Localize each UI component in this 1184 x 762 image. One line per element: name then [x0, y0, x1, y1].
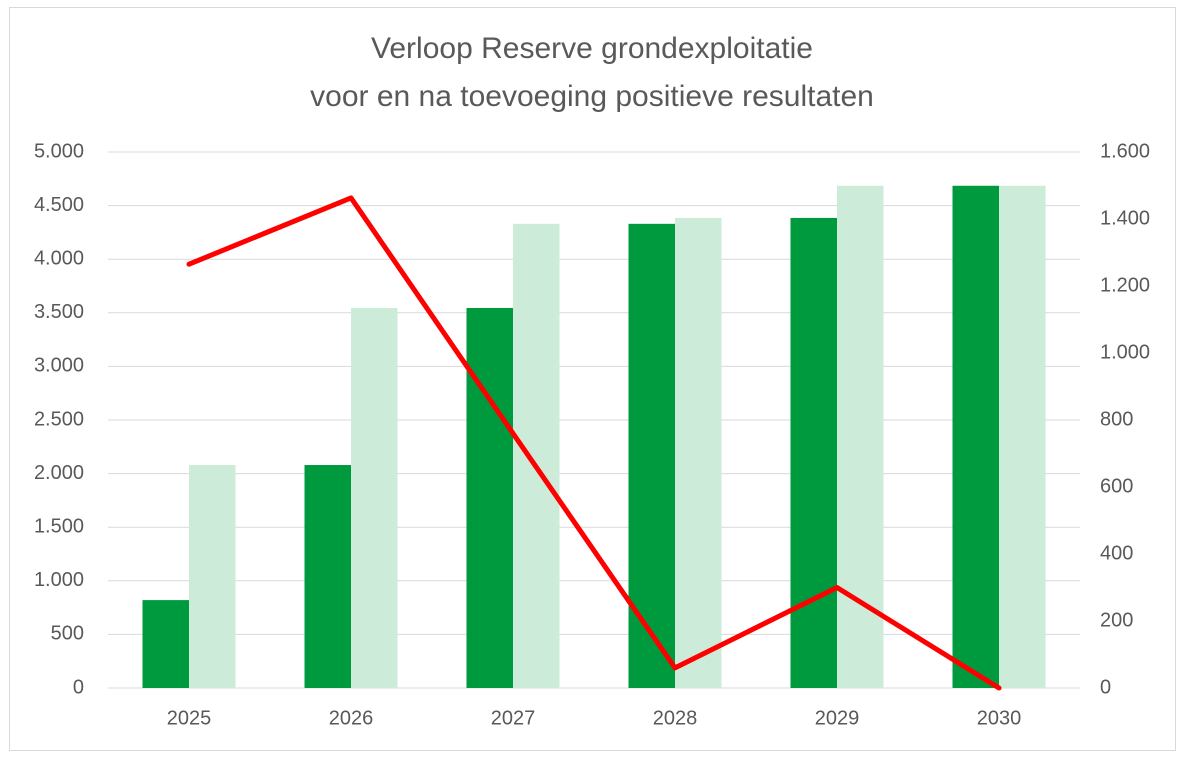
- x-tick-label: 2030: [977, 707, 1022, 729]
- y2-tick-label: 1.000: [1100, 341, 1150, 363]
- y2-tick-label: 1.600: [1100, 140, 1150, 162]
- bar: [628, 223, 675, 688]
- bar: [513, 223, 560, 688]
- bar: [999, 185, 1046, 688]
- y-tick-label: 4.000: [34, 247, 84, 269]
- bar: [304, 465, 351, 688]
- y2-tick-label: 800: [1100, 408, 1133, 430]
- chart-title: Verloop Reserve grondexploitatie: [371, 32, 813, 65]
- y2-tick-label: 200: [1100, 609, 1133, 631]
- y-tick-label: 3.500: [34, 301, 84, 323]
- bar: [675, 217, 722, 689]
- x-tick-label: 2026: [329, 707, 374, 729]
- x-tick-label: 2025: [167, 707, 212, 729]
- y-tick-label: 3.000: [34, 355, 84, 377]
- bar: [952, 185, 999, 688]
- y-tick-label: 500: [51, 623, 84, 645]
- bar: [189, 465, 236, 688]
- x-tick-label: 2028: [653, 707, 698, 729]
- x-tick-label: 2027: [491, 707, 536, 729]
- y2-tick-label: 0: [1100, 676, 1111, 698]
- y2-tick-label: 600: [1100, 475, 1133, 497]
- bar: [790, 217, 837, 689]
- y-tick-label: 2.000: [34, 462, 84, 484]
- y-tick-label: 1.500: [34, 515, 84, 537]
- y2-tick-label: 400: [1100, 542, 1133, 564]
- y-tick-label: 5.000: [34, 140, 84, 162]
- y-tick-label: 1.000: [34, 569, 84, 591]
- bar: [351, 307, 398, 688]
- bar: [466, 307, 513, 688]
- y-tick-label: 0: [73, 676, 84, 698]
- y-tick-label: 2.500: [34, 408, 84, 430]
- y-tick-label: 4.500: [34, 194, 84, 216]
- y2-tick-label: 1.400: [1100, 207, 1150, 229]
- bar: [142, 600, 189, 688]
- y2-tick-label: 1.200: [1100, 274, 1150, 296]
- x-tick-label: 2029: [815, 707, 860, 729]
- chart-title: voor en na toevoeging positieve resultat…: [310, 80, 874, 113]
- line: [186, 195, 1002, 691]
